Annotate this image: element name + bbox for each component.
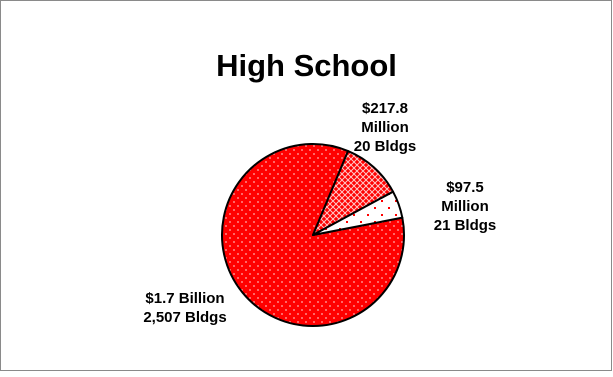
slice-label-217-million: $217.8 Million 20 Bldgs — [353, 100, 417, 155]
pie-slice-97-5-million — [312, 190, 404, 236]
chart-title: High School — [216, 48, 397, 83]
slice-label-97-million: $97.5 Million 21 Bldgs — [433, 179, 497, 234]
slice-label-high-school-main: $1.7 Billion 2,507 Bldgs — [143, 290, 227, 326]
